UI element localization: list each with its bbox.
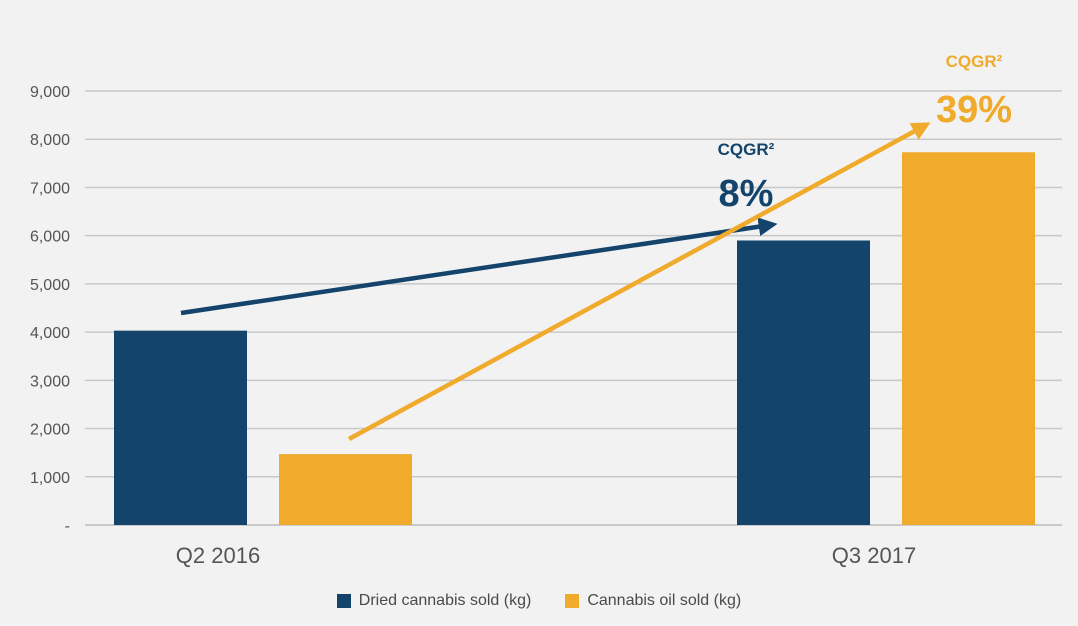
legend-swatch-oil [565,594,580,608]
x-tick-label: Q3 2017 [832,543,916,568]
x-tick-label: Q2 2016 [176,543,260,568]
y-tick-label: 8,000 [30,132,70,149]
legend-item-dried: Dried cannabis sold (kg) [336,592,532,610]
bar-oil-q2-2016 [279,454,412,525]
annotation-label-dried: CQGR² [718,140,775,159]
bar-oil-q3-2017 [902,152,1035,525]
y-tick-label: 4,000 [30,325,70,342]
y-tick-label: 5,000 [30,277,70,294]
bar-dried-q3-2017 [737,240,870,525]
annotation-label-oil: CQGR² [946,52,1003,71]
annotation-value-dried: 8% [719,173,774,215]
y-tick-label: 3,000 [30,373,70,390]
growth-arrow-dried [180,217,778,316]
y-tick-label: - [65,518,70,535]
growth-arrow-oil [347,122,931,441]
legend-item-oil: Cannabis oil sold (kg) [565,592,741,610]
y-tick-label: 1,000 [30,470,70,487]
y-tick-label: 7,000 [30,180,70,197]
legend-label-oil: Cannabis oil sold (kg) [587,592,742,609]
y-tick-label: 2,000 [30,422,70,439]
legend-label-dried: Dried cannabis sold (kg) [358,592,532,609]
annotation-value-oil: 39% [936,89,1012,131]
legend-swatch-dried [336,594,351,608]
y-tick-label: 9,000 [30,84,70,101]
legend: Dried cannabis sold (kg) Cannabis oil so… [0,592,1078,610]
y-tick-label: 6,000 [30,229,70,246]
bar-dried-q2-2016 [114,330,247,525]
